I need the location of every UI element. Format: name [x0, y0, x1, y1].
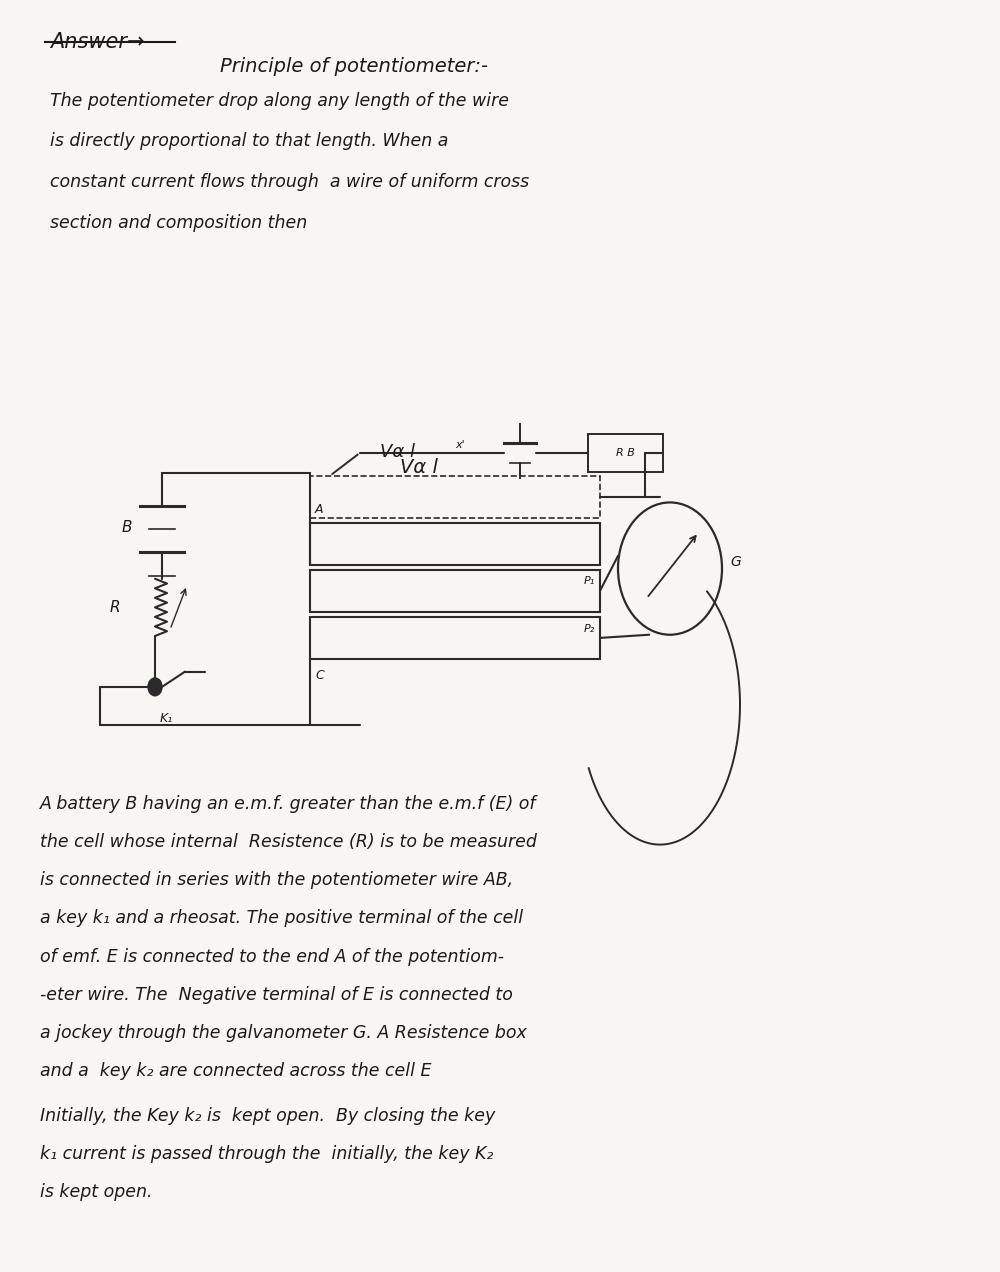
Text: section and composition then: section and composition then: [50, 214, 307, 232]
Bar: [310, 523, 600, 565]
Text: is directly proportional to that length. When a: is directly proportional to that length.…: [50, 132, 448, 150]
Text: K₁: K₁: [160, 712, 173, 725]
Text: R B: R B: [616, 448, 634, 458]
Text: and a  key k₂ are connected across the cell E: and a key k₂ are connected across the ce…: [40, 1062, 432, 1080]
Text: Initially, the Key k₂ is  kept open.  By closing the key: Initially, the Key k₂ is kept open. By c…: [40, 1107, 495, 1124]
Text: R: R: [110, 600, 121, 614]
Text: C: C: [315, 669, 324, 682]
Text: of emf. E is connected to the end A of the potentiom-: of emf. E is connected to the end A of t…: [40, 948, 504, 965]
Bar: [310, 617, 600, 659]
Text: Vα l: Vα l: [380, 443, 415, 460]
Text: the cell whose internal  Resistence (R) is to be measured: the cell whose internal Resistence (R) i…: [40, 833, 537, 851]
Circle shape: [148, 678, 162, 696]
Text: Principle of potentiometer:-: Principle of potentiometer:-: [220, 57, 488, 76]
Text: constant current flows through  a wire of uniform cross: constant current flows through a wire of…: [50, 173, 529, 191]
Text: is kept open.: is kept open.: [40, 1183, 152, 1201]
Text: B: B: [122, 520, 132, 536]
Bar: [310, 570, 600, 612]
Text: k₁ current is passed through the  initially, the key K₂: k₁ current is passed through the initial…: [40, 1145, 493, 1163]
Text: P₂: P₂: [584, 623, 595, 633]
Text: A battery B having an e.m.f. greater than the e.m.f (E) of: A battery B having an e.m.f. greater tha…: [40, 795, 536, 813]
Text: A: A: [315, 504, 324, 516]
Text: P₁: P₁: [584, 576, 595, 586]
Bar: [310, 476, 600, 518]
Text: x': x': [455, 440, 465, 450]
Text: G: G: [730, 555, 741, 570]
Bar: [588, 434, 662, 472]
Text: The potentiometer drop along any length of the wire: The potentiometer drop along any length …: [50, 92, 509, 109]
Text: a jockey through the galvanometer G. A Resistence box: a jockey through the galvanometer G. A R…: [40, 1024, 527, 1042]
Text: a key k₁ and a rheosat. The positive terminal of the cell: a key k₁ and a rheosat. The positive ter…: [40, 909, 523, 927]
Text: Vα l: Vα l: [400, 458, 438, 477]
Text: -eter wire. The  Negative terminal of E is connected to: -eter wire. The Negative terminal of E i…: [40, 986, 513, 1004]
Text: Answer→: Answer→: [50, 32, 144, 52]
Text: is connected in series with the potentiometer wire AB,: is connected in series with the potentio…: [40, 871, 513, 889]
